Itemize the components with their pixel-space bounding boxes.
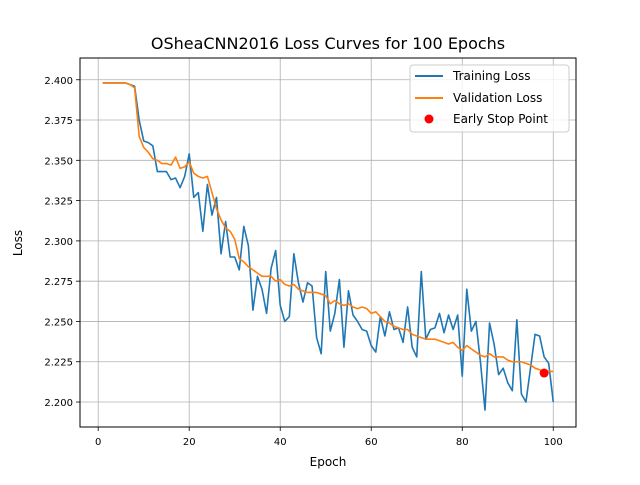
series-layer xyxy=(102,82,555,411)
y-axis-label: Loss xyxy=(11,230,25,256)
x-tick-label: 20 xyxy=(183,437,196,448)
y-tick-label: 2.250 xyxy=(44,317,73,328)
x-tick-label: 100 xyxy=(544,437,563,448)
legend-box xyxy=(409,64,570,133)
ticks: 0 20 40 60 80 100 2.200 2.225 2.250 2.275 2.300 2.3… xyxy=(44,76,562,448)
legend-label-validation-loss: Validation Loss xyxy=(453,91,542,105)
plot-frame xyxy=(79,57,577,428)
y-tick-label: 2.275 xyxy=(44,277,73,288)
x-tick-label: 80 xyxy=(456,437,469,448)
x-axis-label: Epoch xyxy=(310,455,347,469)
y-tick-label: 2.200 xyxy=(44,398,73,409)
x-tick-label: 0 xyxy=(95,437,101,448)
y-tick-label: 2.300 xyxy=(44,237,73,248)
series-line-validation-loss xyxy=(102,82,554,373)
grid xyxy=(80,58,576,427)
y-tick-label: 2.350 xyxy=(44,156,73,167)
legend-label-training-loss: Training Loss xyxy=(452,69,530,83)
y-tick-label: 2.400 xyxy=(44,76,73,87)
x-tick-label: 60 xyxy=(365,437,378,448)
y-tick-label: 2.375 xyxy=(44,116,73,127)
legend: Training Loss Validation Loss Early Stop… xyxy=(409,64,570,133)
y-tick-label: 2.225 xyxy=(44,358,73,369)
y-tick-label: 2.325 xyxy=(44,197,73,208)
marker-layer xyxy=(539,368,549,378)
legend-label-early-stop-point: Early Stop Point xyxy=(453,112,548,126)
early-stop-point-marker xyxy=(539,368,549,378)
chart-title: OSheaCNN2016 Loss Curves for 100 Epochs xyxy=(151,34,505,53)
legend-swatch-early-stop-point xyxy=(424,114,434,124)
x-tick-label: 40 xyxy=(274,437,287,448)
